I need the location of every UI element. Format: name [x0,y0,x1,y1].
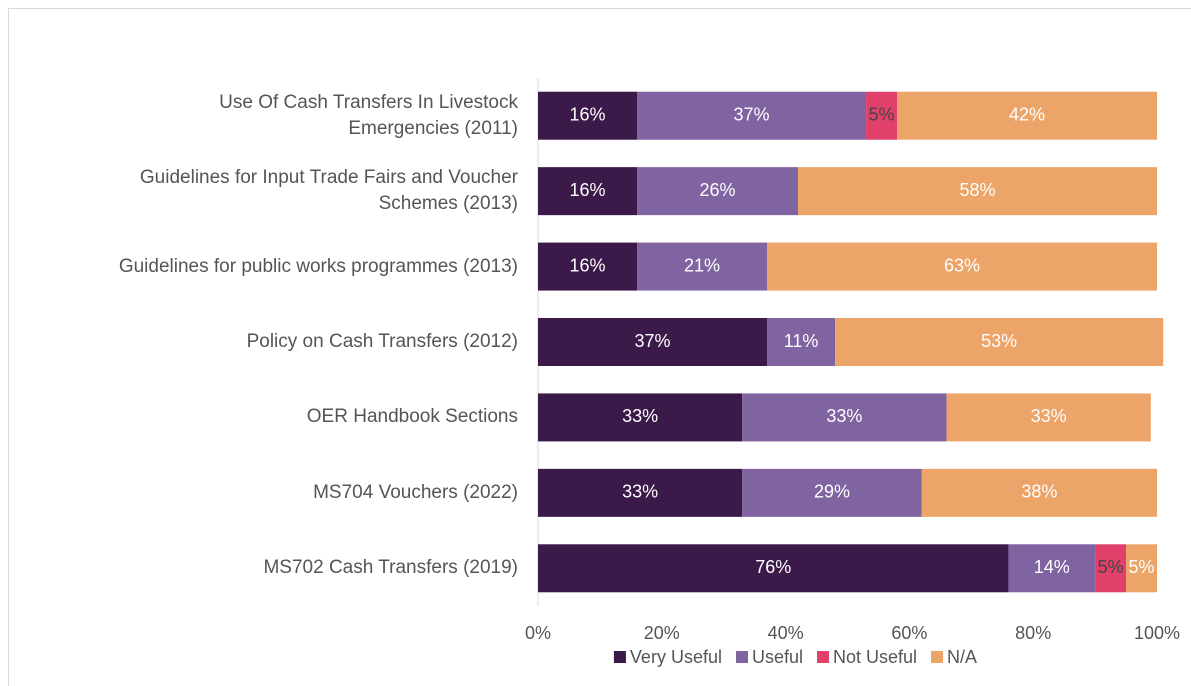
chart-border [8,8,1191,686]
y-tick-label: Use Of Cash Transfers In Livestock Emerg… [219,91,518,139]
data-label: 33% [826,406,862,426]
legend-label: Very Useful [630,647,722,667]
bar-segment [538,242,638,291]
data-label: 16% [570,255,606,275]
bar-segment [1095,544,1127,593]
bar-segment [1008,544,1096,593]
x-tick-label: 80% [1015,623,1051,643]
data-label: 37% [734,104,770,124]
data-label: 38% [1021,482,1057,502]
bar-segment [538,393,743,442]
data-label: 33% [622,406,658,426]
data-label: 33% [622,482,658,502]
data-label: 37% [634,331,670,351]
data-label: 63% [944,255,980,275]
legend-swatch [613,651,626,663]
data-label: 33% [1031,406,1067,426]
bar-segment [538,468,743,517]
y-tick-label: Guidelines for public works programmes (… [118,255,518,277]
bar-segment [1126,544,1157,593]
legend-swatch [817,651,830,663]
bar-segment [767,318,836,366]
legend-label: N/A [947,647,977,667]
data-label: 42% [1009,104,1045,124]
data-label: 58% [959,180,995,200]
data-label: 29% [814,482,850,502]
y-tick-label: MS702 Cash Transfers (2019) [263,557,518,579]
bar-segment [637,91,867,140]
legend-swatch [735,651,748,663]
y-tick-label: Guidelines for Input Trade Fairs and Vou… [139,167,518,215]
bar-segment [538,91,638,140]
bar-segment [946,393,1151,442]
data-label: 14% [1034,557,1070,577]
y-tick-label: Policy on Cash Transfers (2012) [246,331,518,352]
bar-segment [637,167,798,216]
x-tick-label: 60% [891,623,927,643]
data-label: 21% [684,255,720,275]
bar-segment [767,242,1157,291]
x-tick-label: 100% [1134,623,1180,643]
bar-segment [797,167,1157,216]
data-label: 53% [981,331,1017,351]
data-label: 76% [755,557,791,577]
bar-segment [538,167,638,216]
bar-segment [742,468,922,517]
x-tick-label: 20% [644,623,680,643]
x-tick-label: 40% [768,623,804,643]
bar-segment [637,242,768,291]
legend-swatch [931,651,944,663]
data-label: 11% [784,331,819,351]
bar-segment [921,468,1157,517]
data-label: 16% [570,104,606,124]
bar-segment [538,544,1009,593]
data-label: 5% [1098,557,1124,577]
legend-label: Useful [752,647,803,667]
legend-label: Not Useful [833,647,917,667]
data-label: 16% [570,180,606,200]
bar-segment [866,91,898,140]
bar-segment [742,393,947,442]
y-tick-label: MS704 Vouchers (2022) [313,481,518,503]
y-tick-label: OER Handbook Sections [306,406,518,428]
data-label: 5% [1129,557,1155,577]
bar-segment [835,318,1164,366]
data-label: 5% [869,104,895,124]
bar-segment [538,318,768,366]
bar-segment [897,91,1157,140]
x-tick-label: 0% [525,623,551,643]
data-label: 26% [699,180,735,200]
